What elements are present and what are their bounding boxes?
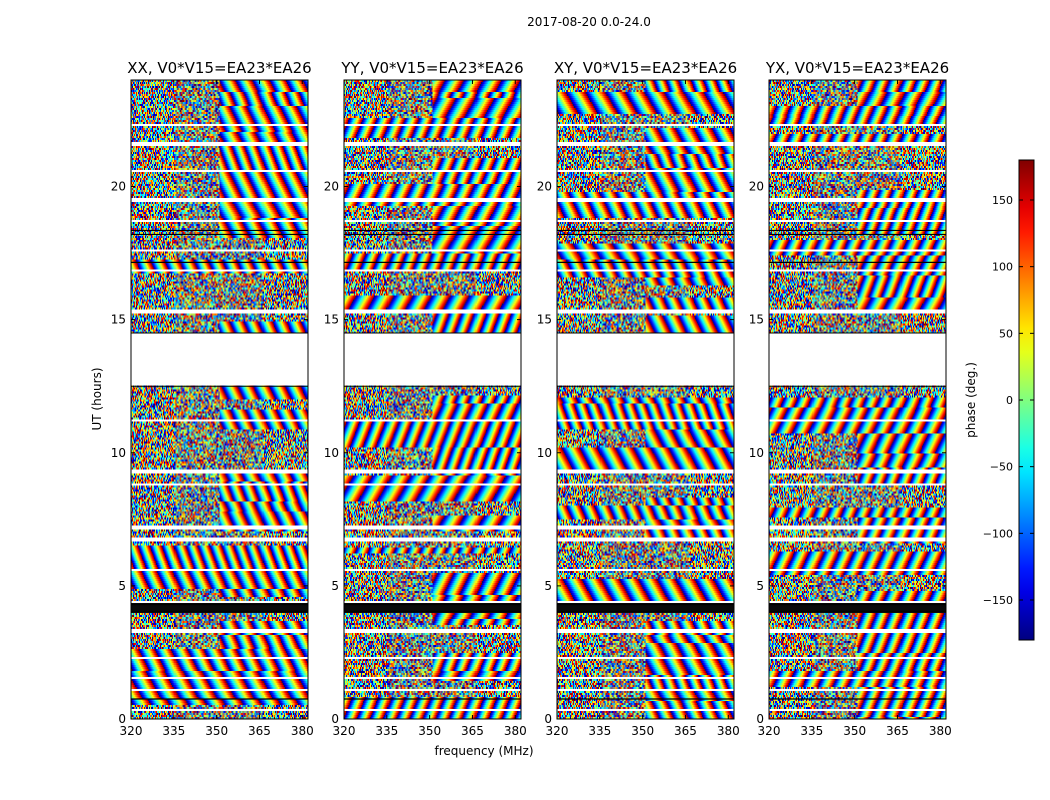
y-tick-label: 10 (111, 446, 126, 460)
panel-xy: XY, V0*V15=EA23*EA26 320 335 350 365 380 0 5 10 1… (537, 59, 740, 738)
panel-title: XX, V0*V15=EA23*EA26 (127, 59, 311, 77)
y-tick-label: 0 (118, 712, 126, 726)
y-tick-label: 5 (756, 579, 764, 593)
y-tick-label: 20 (324, 180, 339, 194)
colorbar-tick-label: 0 (1006, 394, 1013, 407)
x-tick-label: 380 (717, 724, 740, 738)
phase-heatmap-yy (344, 80, 521, 719)
y-tick-label: 15 (749, 313, 764, 327)
colorbar-tick-label: −150 (983, 594, 1013, 607)
y-tick-label: 0 (756, 712, 764, 726)
x-tick-label: 350 (631, 724, 654, 738)
colorbar-label: phase (deg.) (964, 362, 978, 438)
y-tick-label: 10 (537, 446, 552, 460)
y-tick-label: 20 (537, 180, 552, 194)
y-tick-label: 0 (544, 712, 552, 726)
x-tick-label: 320 (546, 724, 569, 738)
colorbar-tick-label: −50 (990, 461, 1013, 474)
x-tick-label: 380 (929, 724, 952, 738)
x-tick-label: 350 (418, 724, 441, 738)
y-tick-label: 15 (111, 313, 126, 327)
y-tick-label: 5 (331, 579, 339, 593)
x-tick-label: 365 (674, 724, 697, 738)
panel-yx: YX, V0*V15=EA23*EA26 320 335 350 365 380 0 5 10 1… (749, 59, 952, 738)
x-tick-label: 350 (205, 724, 228, 738)
phase-heatmap-xy (557, 80, 734, 719)
y-tick-label: 20 (749, 180, 764, 194)
y-tick-label: 0 (331, 712, 339, 726)
colorbar: 150 100 50 0 −50 −100 −150 (983, 159, 1035, 641)
panel-frame (768, 79, 947, 720)
panel-yy: YY, V0*V15=EA23*EA26 320 335 350 365 380 0 5 10 1… (324, 59, 527, 738)
y-tick-label: 10 (749, 446, 764, 460)
x-tick-label: 320 (758, 724, 781, 738)
colorbar-tick-label: 50 (999, 327, 1013, 340)
panel-xx: XX, V0*V15=EA23*EA26 320 335 350 365 380 0 5 10 1… (111, 59, 314, 738)
phase-heatmap-yx (769, 80, 946, 719)
y-tick-label: 15 (324, 313, 339, 327)
colorbar-tick-label: −100 (983, 527, 1013, 540)
panel-title: YX, V0*V15=EA23*EA26 (765, 59, 949, 77)
colorbar-tick-label: 150 (992, 194, 1013, 207)
y-tick-label: 10 (324, 446, 339, 460)
y-tick-label: 5 (544, 579, 552, 593)
panel-frame (343, 79, 522, 720)
x-tick-label: 335 (588, 724, 611, 738)
x-tick-label: 380 (504, 724, 527, 738)
x-tick-label: 365 (461, 724, 484, 738)
x-tick-label: 380 (291, 724, 314, 738)
x-tick-label: 320 (120, 724, 143, 738)
figure-suptitle: 2017-08-20 0.0-24.0 (527, 15, 651, 29)
x-tick-label: 320 (333, 724, 356, 738)
panel-frame (556, 79, 735, 720)
x-tick-label: 335 (375, 724, 398, 738)
colorbar-tick-label: 100 (992, 261, 1013, 274)
x-tick-label: 365 (248, 724, 271, 738)
x-axis-label: frequency (MHz) (434, 744, 533, 758)
y-tick-label: 5 (118, 579, 126, 593)
panel-title: YY, V0*V15=EA23*EA26 (340, 59, 523, 77)
x-tick-label: 335 (162, 724, 185, 738)
phase-heatmap-xx (131, 80, 308, 719)
x-tick-label: 335 (800, 724, 823, 738)
x-tick-label: 365 (886, 724, 909, 738)
y-tick-label: 15 (537, 313, 552, 327)
y-tick-label: 20 (111, 180, 126, 194)
panel-title: XY, V0*V15=EA23*EA26 (554, 59, 737, 77)
y-axis-label: UT (hours) (90, 367, 104, 430)
panel-frame (130, 79, 309, 720)
panels: XX, V0*V15=EA23*EA26 320 335 350 365 380 0 5 10 1… (111, 59, 952, 738)
x-tick-label: 350 (843, 724, 866, 738)
